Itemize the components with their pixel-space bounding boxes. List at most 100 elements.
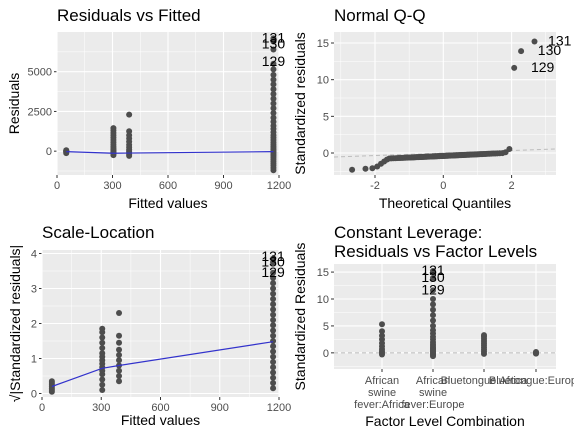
data-point: [270, 296, 277, 302]
qq-point: [531, 38, 538, 45]
data-point: [533, 349, 539, 356]
x-tick-label-category: Bluetongue:Europe: [489, 375, 574, 387]
data-point: [270, 114, 277, 121]
smoothing-line: [51, 341, 274, 388]
y-tick-label: 5: [323, 111, 329, 123]
data-point: [270, 327, 277, 334]
data-point: [270, 332, 277, 339]
outlier-label: 131: [421, 262, 445, 278]
data-point: [116, 346, 123, 353]
data-point: [116, 310, 123, 316]
plot-title: Normal Q-Q: [334, 6, 426, 25]
y-tick-label: 15: [317, 267, 329, 279]
y-tick-label: 15: [317, 38, 329, 50]
qq-point: [362, 165, 369, 172]
x-tick-label: -2: [370, 180, 380, 192]
data-point: [379, 328, 385, 335]
x-axis-label: Theoretical Quantiles: [379, 195, 511, 211]
x-tick-label-category: fever:Africa: [354, 399, 411, 411]
x-axis-label: Fitted values: [128, 195, 207, 211]
data-point: [430, 287, 436, 294]
data-point: [270, 348, 277, 355]
data-point: [270, 66, 277, 73]
data-point: [270, 301, 277, 308]
plot-title: Residuals vs Fitted: [57, 6, 201, 25]
x-tick-label-category: swine: [368, 387, 396, 399]
y-tick-label: 5000: [28, 67, 52, 79]
x-tick-label: 0: [440, 180, 446, 192]
data-point: [270, 285, 277, 292]
y-tick-label: 10: [317, 75, 329, 87]
data-point: [270, 364, 277, 371]
data-point: [99, 339, 106, 346]
outlier-label: 129: [421, 281, 445, 297]
data-point: [270, 385, 277, 392]
x-tick-label-category: African: [416, 375, 450, 387]
data-point: [430, 275, 436, 281]
data-point: [270, 71, 277, 78]
qq-point: [506, 146, 513, 153]
outlier-label: 130: [421, 269, 445, 285]
outlier-label: 131: [548, 33, 572, 49]
data-point: [270, 269, 277, 276]
data-point: [379, 332, 385, 339]
data-point: [99, 381, 106, 388]
data-point: [99, 350, 106, 357]
data-point: [99, 387, 106, 393]
plot-subtitle: Residuals vs Factor Levels: [334, 242, 537, 261]
outlier-label: 131: [261, 248, 285, 264]
data-point: [270, 280, 277, 287]
data-point: [99, 345, 106, 351]
data-point: [481, 332, 487, 339]
data-point: [270, 353, 277, 360]
data-point: [270, 255, 277, 262]
y-tick-label: 1: [31, 354, 37, 366]
x-tick-label-category: fever:Europe: [402, 399, 465, 411]
data-point: [48, 378, 55, 385]
smoothing-line: [66, 151, 274, 154]
data-point: [430, 312, 436, 319]
y-tick-label: 10: [317, 294, 329, 306]
qq-point: [349, 166, 356, 173]
data-point: [116, 378, 123, 385]
data-point: [270, 86, 277, 93]
y-tick-label: 2500: [28, 106, 52, 118]
y-tick-label: 4: [31, 249, 37, 261]
outlier-label: 130: [262, 36, 286, 52]
data-point: [99, 334, 106, 341]
outlier-label: 129: [262, 53, 286, 69]
x-tick-label: 300: [103, 180, 121, 192]
qq-point: [518, 48, 525, 55]
data-point: [99, 376, 106, 383]
x-axis-label: Factor Level Combination: [365, 413, 525, 429]
x-tick-label: 300: [92, 402, 110, 414]
data-point: [270, 317, 277, 323]
y-tick-label: 0: [46, 146, 52, 158]
data-point: [270, 275, 277, 281]
data-point: [430, 306, 436, 313]
data-point: [270, 343, 277, 350]
outlier-label: 131: [262, 29, 286, 45]
data-point: [270, 322, 277, 329]
x-tick-label-category: African: [365, 375, 399, 387]
data-point: [270, 90, 277, 97]
data-point: [430, 296, 436, 302]
y-axis-label: Standardized residuals: [292, 32, 308, 174]
data-point: [270, 76, 277, 83]
data-point: [270, 290, 277, 297]
data-point: [270, 95, 277, 102]
data-point: [116, 339, 123, 346]
x-tick-label: 0: [54, 180, 60, 192]
x-axis-label: Fitted values: [121, 412, 200, 428]
data-point: [116, 373, 123, 379]
data-point: [270, 359, 277, 365]
x-tick-label: 900: [211, 402, 229, 414]
x-tick-label: 1200: [267, 180, 291, 192]
y-tick-label: 0: [31, 389, 37, 401]
plot-panel-background: [334, 264, 556, 369]
data-point: [430, 268, 436, 274]
data-point: [270, 380, 277, 386]
data-point: [270, 100, 277, 107]
